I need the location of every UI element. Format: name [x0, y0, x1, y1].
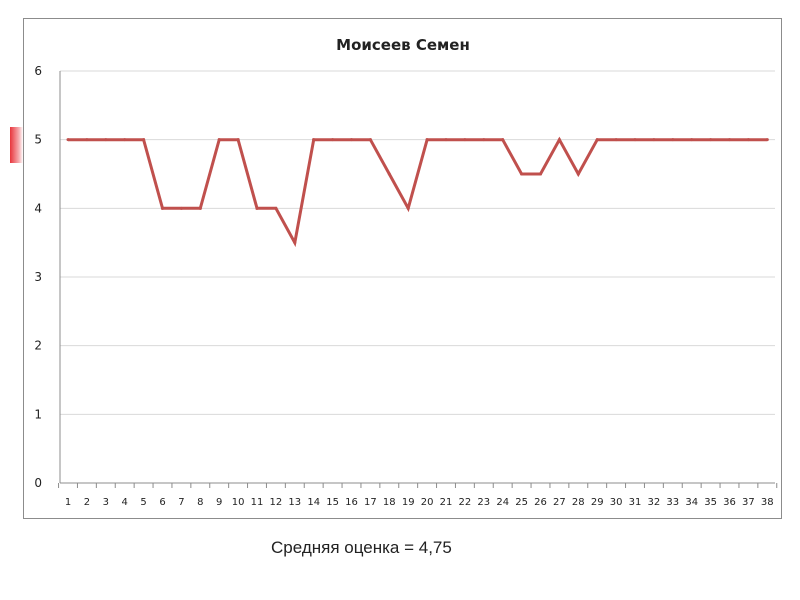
y-tick-label: 5 [34, 133, 42, 147]
x-tick-label: 25 [515, 497, 528, 508]
x-tick-label: 3 [103, 497, 109, 508]
x-tick-label: 18 [383, 497, 396, 508]
x-tick-label: 26 [534, 497, 547, 508]
data-point [350, 138, 353, 142]
y-tick-label: 1 [34, 407, 42, 421]
y-tick-label: 2 [34, 339, 42, 353]
x-tick-label: 1 [65, 497, 71, 508]
data-point [255, 206, 259, 210]
data-point [85, 138, 89, 142]
series-line [68, 136, 768, 248]
x-tick-label: 11 [251, 497, 264, 508]
data-point [312, 138, 316, 142]
x-tick-label: 5 [140, 497, 146, 508]
x-tick-label: 2 [84, 497, 90, 508]
data-point [746, 138, 750, 142]
data-point [368, 138, 372, 142]
x-tick-label: 9 [216, 497, 222, 508]
x-tick-label: 24 [496, 497, 509, 508]
data-point [406, 206, 410, 210]
slide-accent-bar [10, 127, 23, 163]
data-point [671, 138, 675, 142]
data-point [652, 138, 656, 142]
x-tick-label: 14 [307, 497, 320, 508]
data-point [142, 138, 146, 142]
x-tick-label: 35 [704, 497, 717, 508]
data-point [293, 241, 297, 245]
x-tick-label: 7 [178, 497, 184, 508]
data-point [614, 138, 618, 142]
y-tick-label: 6 [34, 64, 42, 78]
x-tick-label: 16 [345, 497, 358, 508]
data-point [66, 138, 70, 142]
x-tick-label: 38 [761, 497, 774, 508]
average-grade-caption: Средняя оценка = 4,75 [271, 538, 452, 557]
data-point [198, 206, 202, 210]
data-point [161, 206, 164, 210]
x-tick-label: 31 [629, 497, 642, 508]
x-tick-label: 37 [742, 497, 755, 508]
y-tick-label: 0 [34, 476, 42, 490]
x-tick-label: 12 [270, 497, 283, 508]
data-point [236, 138, 240, 142]
x-tick-label: 28 [572, 497, 585, 508]
x-tick-label: 4 [122, 497, 128, 508]
data-point [217, 138, 221, 142]
data-point [274, 206, 278, 210]
data-point [179, 206, 183, 210]
data-point [576, 172, 580, 176]
data-point [557, 138, 561, 142]
x-tick-label: 36 [723, 497, 736, 508]
x-tick-label: 27 [553, 497, 566, 508]
chart-frame: Моисеев Семен 0 1 2 3 4 5 6 1 2 3 4 5 6 7 8 9 10 11 12 13 14… [23, 18, 782, 519]
x-tick-label: 15 [326, 497, 339, 508]
data-point [331, 138, 335, 142]
data-point [425, 138, 429, 142]
data-point [633, 138, 637, 142]
data-point [595, 138, 599, 142]
y-tick-label: 4 [34, 201, 42, 215]
data-point [463, 138, 467, 142]
data-point [123, 138, 127, 142]
data-point [444, 138, 448, 142]
chart-title: Моисеев Семен [336, 36, 470, 54]
x-tick-label: 21 [440, 497, 453, 508]
data-point [690, 138, 694, 142]
data-point [520, 172, 524, 176]
x-tick-label: 32 [648, 497, 661, 508]
x-tick-label: 33 [666, 497, 679, 508]
x-tick-label: 34 [685, 497, 698, 508]
x-tick-label: 13 [288, 497, 301, 508]
x-tick-label: 30 [610, 497, 623, 508]
x-tick-label: 10 [232, 497, 245, 508]
gridlines [60, 70, 775, 415]
data-point [709, 138, 713, 142]
data-point [765, 138, 769, 142]
x-tick-label: 17 [364, 497, 377, 508]
x-tick-label: 29 [591, 497, 604, 508]
x-tick-label: 19 [402, 497, 415, 508]
x-tick-label: 23 [477, 497, 490, 508]
x-tick-label: 20 [421, 497, 434, 508]
x-tick-label: 8 [197, 497, 203, 508]
y-tick-label: 3 [34, 270, 42, 284]
data-point [387, 172, 391, 176]
data-point [539, 172, 542, 176]
data-point [728, 138, 731, 142]
data-point [104, 138, 108, 142]
x-tick-label: 6 [159, 497, 165, 508]
series-layer [66, 136, 769, 248]
data-point [501, 138, 505, 142]
x-tick-label: 22 [459, 497, 472, 508]
data-point [482, 138, 486, 142]
